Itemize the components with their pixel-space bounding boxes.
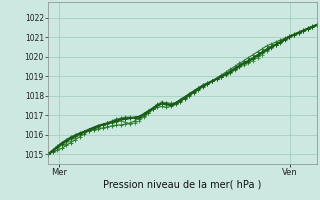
X-axis label: Pression niveau de la mer( hPa ): Pression niveau de la mer( hPa )	[103, 180, 261, 190]
